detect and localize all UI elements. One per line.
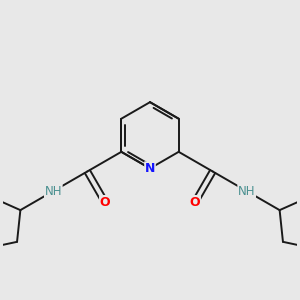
Text: NH: NH — [45, 184, 62, 198]
Text: O: O — [100, 196, 110, 208]
Text: N: N — [145, 162, 155, 175]
Text: NH: NH — [238, 184, 255, 198]
Text: O: O — [190, 196, 200, 208]
